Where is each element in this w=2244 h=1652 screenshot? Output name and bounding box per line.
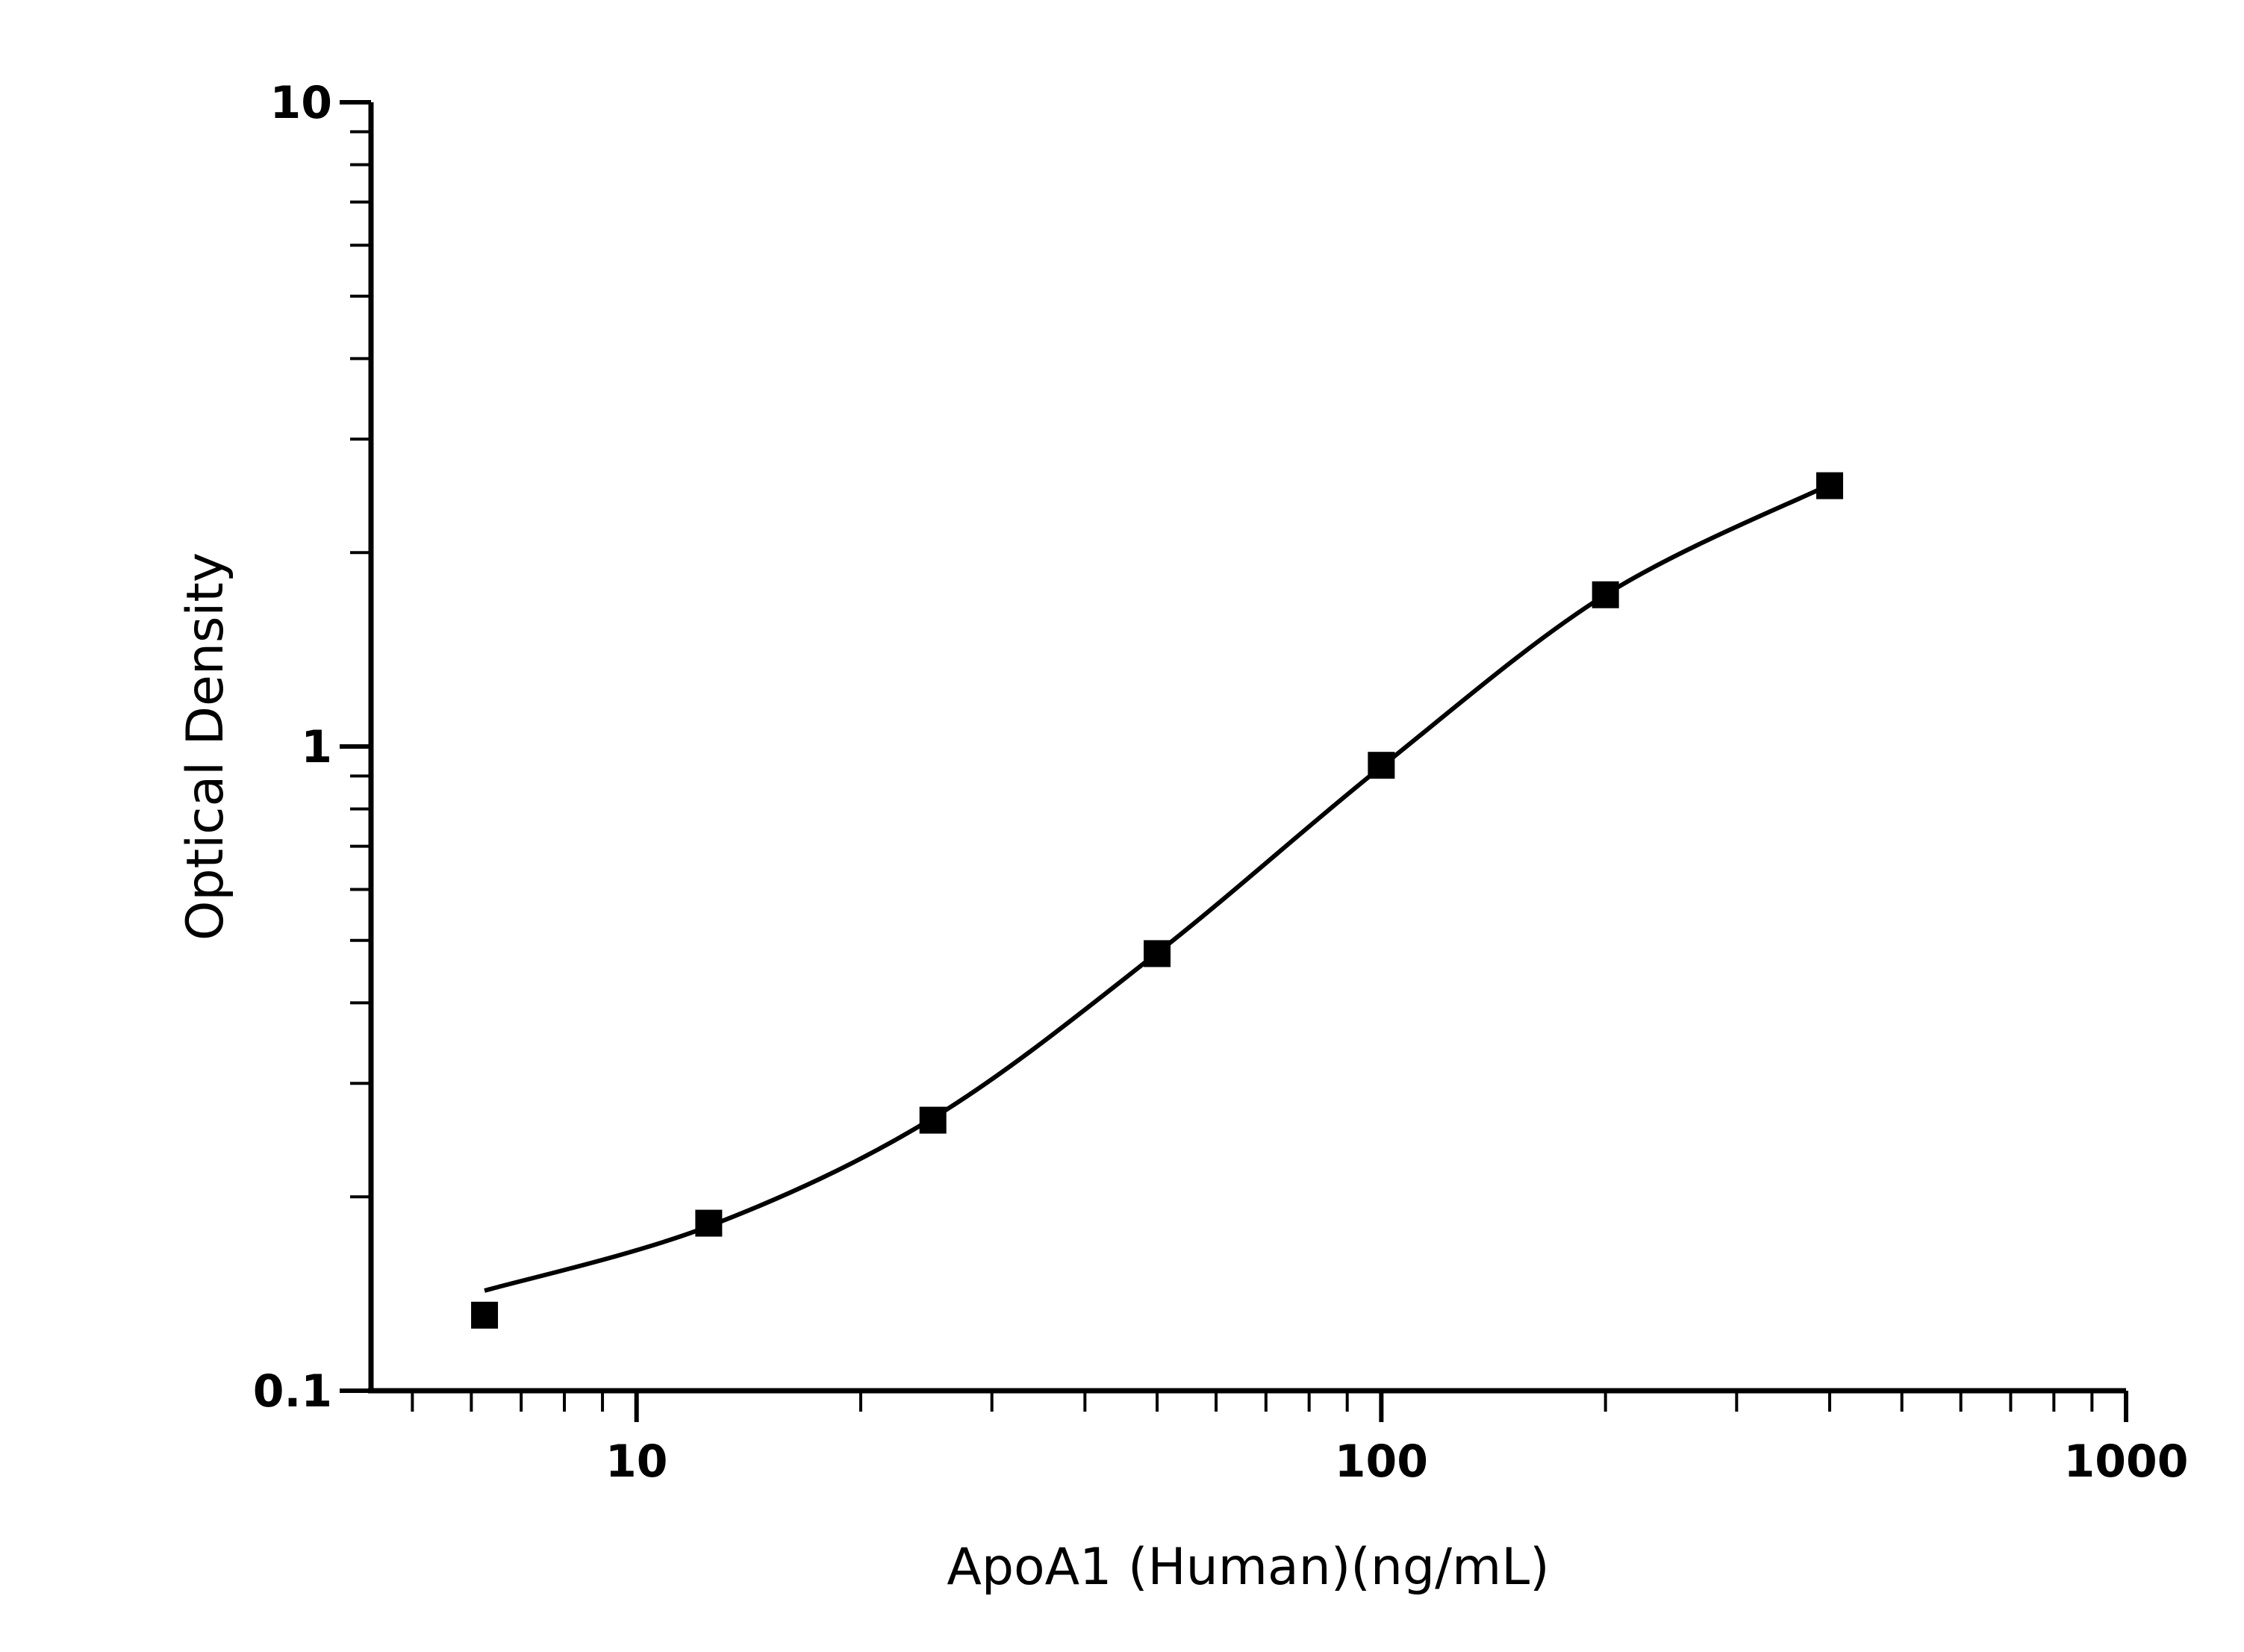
x-axis-title: ApoA1 (Human)(ng/mL) [947, 1538, 1549, 1597]
tick-labels: 10 100 1000 0.1 1 10 [253, 77, 2189, 1488]
data-point [1144, 940, 1171, 967]
fit-curve [484, 482, 1831, 1293]
y-axis-title: Optical Density [176, 552, 235, 941]
y-tick-label: 1 [301, 721, 332, 773]
data-point [1592, 581, 1619, 608]
data-point [471, 1301, 499, 1329]
data-point [1368, 752, 1395, 779]
data-point [695, 1209, 723, 1237]
data-points [471, 472, 1843, 1329]
data-point [1816, 472, 1843, 499]
x-tick-label: 100 [1335, 1436, 1428, 1488]
x-tick-label: 10 [605, 1436, 668, 1488]
y-tick-label: 10 [270, 77, 333, 129]
ticks [340, 100, 2128, 1422]
axes [368, 102, 2126, 1394]
y-tick-label: 0.1 [253, 1365, 332, 1418]
x-tick-label: 1000 [2064, 1436, 2189, 1488]
data-point [919, 1106, 947, 1134]
